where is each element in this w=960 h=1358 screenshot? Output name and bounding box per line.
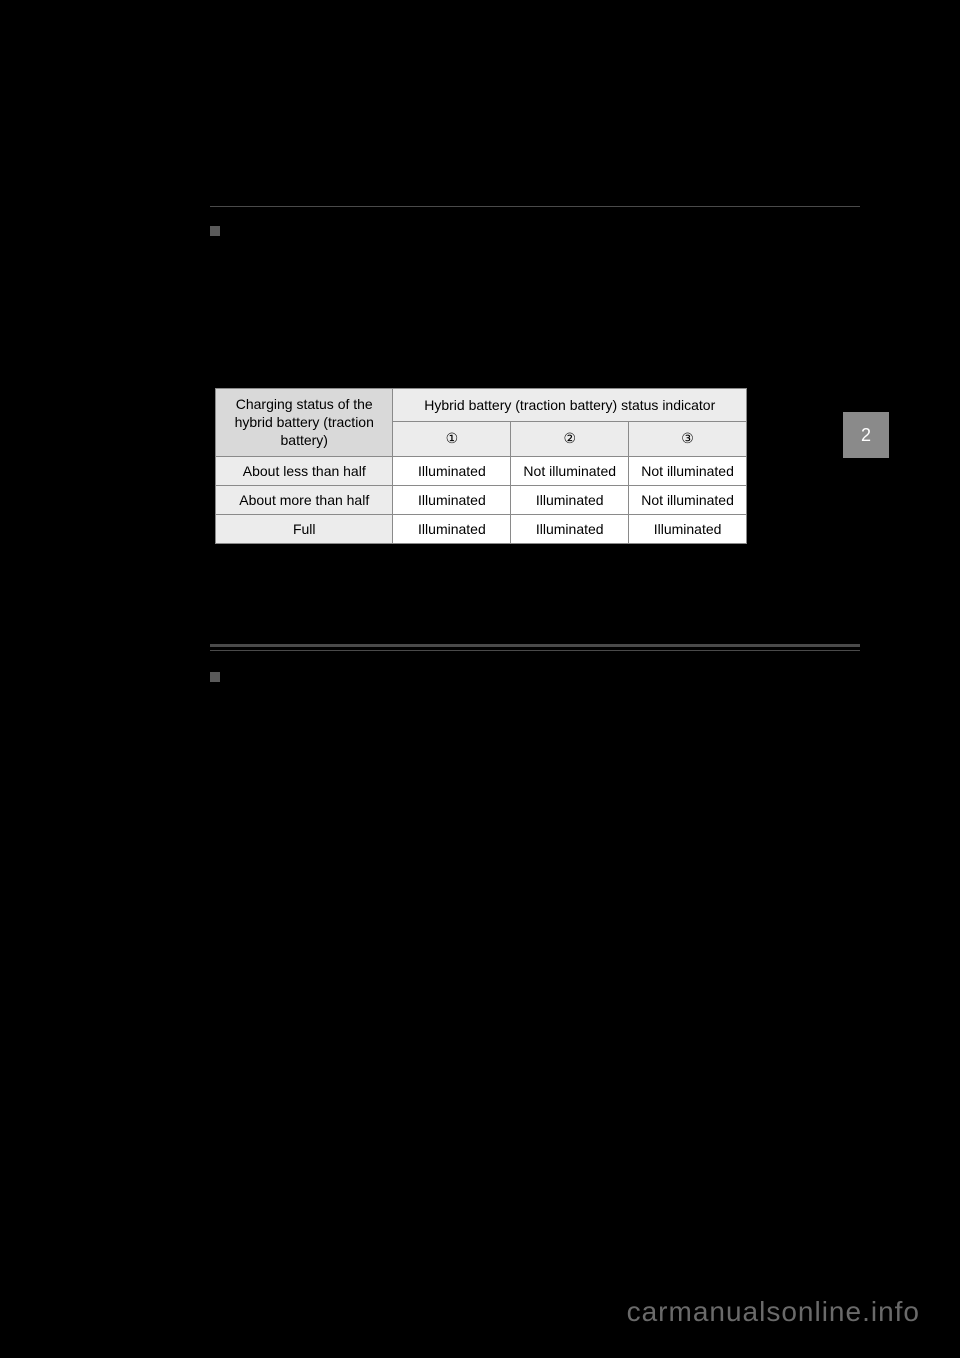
table-cell: Illuminated	[629, 514, 747, 543]
table-cell: Illuminated	[393, 485, 511, 514]
table-cell: Not illuminated	[629, 485, 747, 514]
watermark-text: carmanualsonline.info	[627, 1296, 920, 1328]
row-label: About more than half	[216, 485, 393, 514]
table-cell: Illuminated	[511, 485, 629, 514]
table-cell: Illuminated	[393, 514, 511, 543]
table-cell: Illuminated	[511, 514, 629, 543]
table-cell: Illuminated	[393, 456, 511, 485]
row-label: About less than half	[216, 456, 393, 485]
top-divider	[210, 206, 860, 207]
table-subheader-3: ③	[629, 422, 747, 456]
table-row: About more than half Illuminated Illumin…	[216, 485, 747, 514]
table-header-right: Hybrid battery (traction battery) status…	[393, 389, 747, 422]
battery-status-table: Charging status of the hybrid battery (t…	[215, 388, 747, 544]
section-tab: 2	[843, 412, 889, 458]
table-row: Full Illuminated Illuminated Illuminated	[216, 514, 747, 543]
mid-divider-thin	[210, 650, 860, 651]
mid-divider-thick	[210, 644, 860, 647]
table-row: About less than half Illuminated Not ill…	[216, 456, 747, 485]
bullet-square-icon	[210, 226, 220, 236]
table-cell: Not illuminated	[511, 456, 629, 485]
table-subheader-2: ②	[511, 422, 629, 456]
section-tab-label: 2	[861, 425, 871, 446]
row-label: Full	[216, 514, 393, 543]
page-container: 2 Charging status of the hybrid battery …	[0, 0, 960, 1358]
table-header-left: Charging status of the hybrid battery (t…	[216, 389, 393, 457]
table-subheader-1: ①	[393, 422, 511, 456]
bullet-square-icon	[210, 672, 220, 682]
table-cell: Not illuminated	[629, 456, 747, 485]
